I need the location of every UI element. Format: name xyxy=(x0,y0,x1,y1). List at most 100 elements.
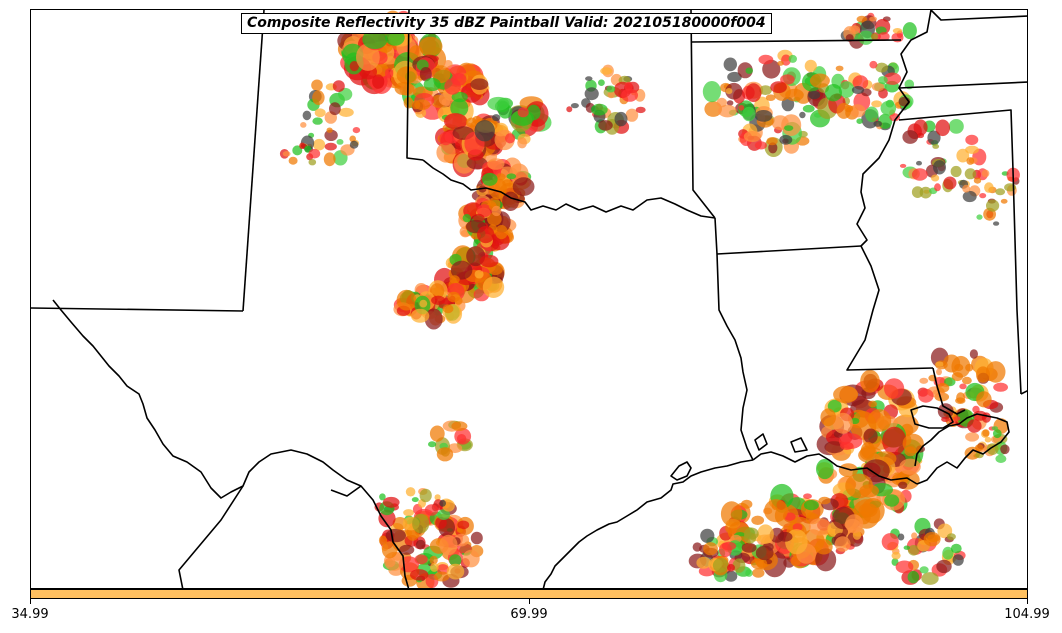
paintball-blob xyxy=(449,554,462,567)
paintball-blob xyxy=(726,100,734,106)
paintball-blob xyxy=(777,531,793,542)
paintball-blob xyxy=(474,269,484,279)
galveston-bay xyxy=(670,461,692,481)
paintball-blob xyxy=(606,85,616,93)
lake-pontchartrain xyxy=(910,405,954,429)
paintball-blob xyxy=(405,487,416,497)
paintball-blob xyxy=(881,533,899,551)
paintball-blob xyxy=(757,524,774,544)
paintball-blob xyxy=(815,548,837,572)
paintball-blob xyxy=(962,376,972,385)
paintball-blob xyxy=(727,71,742,83)
paintball-blob xyxy=(492,114,501,122)
paintball-blob xyxy=(314,108,326,118)
paintball-blob xyxy=(815,539,833,555)
paintball-blob xyxy=(411,497,419,503)
paintball-blob xyxy=(871,82,885,92)
paintball-blob xyxy=(921,572,939,585)
paintball-blob xyxy=(470,531,483,545)
paintball-blob xyxy=(976,391,992,408)
paintball-blob xyxy=(482,172,498,186)
paintball-blob xyxy=(439,534,458,556)
paintball-blob xyxy=(788,54,797,63)
paintball-blob xyxy=(362,29,388,50)
paintball-blob xyxy=(803,500,819,511)
paintball-blob xyxy=(845,473,873,499)
paintball-blob xyxy=(517,137,527,149)
paintball-blob xyxy=(349,61,359,72)
paintball-blob xyxy=(446,563,465,580)
paintball-blob xyxy=(332,80,345,92)
paintball-blob xyxy=(456,434,467,444)
paintball-blob xyxy=(349,140,359,149)
paintball-blob xyxy=(624,81,633,91)
paintball-blob xyxy=(505,133,516,144)
paintball-blob xyxy=(442,304,454,314)
colorbar-tick-label-min: 34.99 xyxy=(11,607,49,622)
la-ms-pearl-border xyxy=(932,367,966,415)
paintball-blob xyxy=(973,177,982,184)
paintball-blob xyxy=(889,113,900,122)
paintball-blob xyxy=(935,119,950,137)
paintball-blob xyxy=(414,554,428,565)
paintball-blob xyxy=(919,186,932,199)
paintball-blob xyxy=(766,137,778,146)
paintball-blob xyxy=(502,191,520,211)
paintball-blob xyxy=(414,99,431,110)
paintball-blob xyxy=(394,81,415,96)
paintball-blob xyxy=(895,560,914,574)
paintball-blob xyxy=(880,100,897,116)
paintball-blob xyxy=(897,533,905,541)
paintball-blob xyxy=(984,182,994,193)
paintball-blob xyxy=(436,447,454,462)
paintball-blob xyxy=(635,106,646,114)
paintball-blob xyxy=(313,138,326,151)
paintball-blob xyxy=(993,429,1002,439)
paintball-blob xyxy=(743,532,757,544)
paintball-blob xyxy=(943,176,957,190)
paintball-blob xyxy=(869,60,878,69)
paintball-blob xyxy=(625,108,639,122)
paintball-blob xyxy=(755,545,774,561)
paintball-blob xyxy=(953,416,961,421)
paintball-blob xyxy=(415,539,426,550)
mexico-state-line-2 xyxy=(330,485,362,497)
paintball-blob xyxy=(470,78,489,90)
paintball-blob xyxy=(754,110,773,122)
paintball-blob xyxy=(491,205,502,217)
paintball-blob xyxy=(820,408,836,427)
paintball-blob xyxy=(919,377,929,384)
paintball-blob xyxy=(967,419,982,433)
paintball-blob xyxy=(716,97,727,108)
paintball-blob xyxy=(724,570,738,582)
paintball-blob xyxy=(584,87,599,101)
ky-tn-border xyxy=(930,10,1027,21)
paintball-blob xyxy=(902,130,918,144)
paintball-blob xyxy=(476,204,493,218)
paintball-blob xyxy=(326,127,333,133)
paintball-blob xyxy=(833,385,859,404)
paintball-blob xyxy=(976,366,990,383)
paintball-blob xyxy=(304,145,312,153)
paintball-blob xyxy=(696,556,711,569)
paintball-blob xyxy=(745,67,753,74)
paintball-blob xyxy=(781,114,802,136)
paintball-blob xyxy=(948,119,964,134)
paintball-blob xyxy=(607,91,615,99)
paintball-blob xyxy=(871,33,879,40)
mississippi-river-border xyxy=(846,10,934,371)
paintball-blob xyxy=(943,354,961,373)
paintball-blob xyxy=(338,107,354,117)
paintball-blob xyxy=(808,518,832,536)
paintball-blob xyxy=(743,131,762,142)
paintball-blob xyxy=(765,94,776,101)
paintball-blob xyxy=(428,441,437,448)
tn-ms-border xyxy=(898,81,1027,89)
paintball-blob xyxy=(600,67,613,75)
paintball-blob xyxy=(308,148,321,159)
paintball-blob xyxy=(799,111,806,119)
paintball-blob xyxy=(891,32,904,43)
map-title: Composite Reflectivity 35 dBZ Paintball … xyxy=(241,13,772,34)
paintball-blob xyxy=(738,105,745,111)
